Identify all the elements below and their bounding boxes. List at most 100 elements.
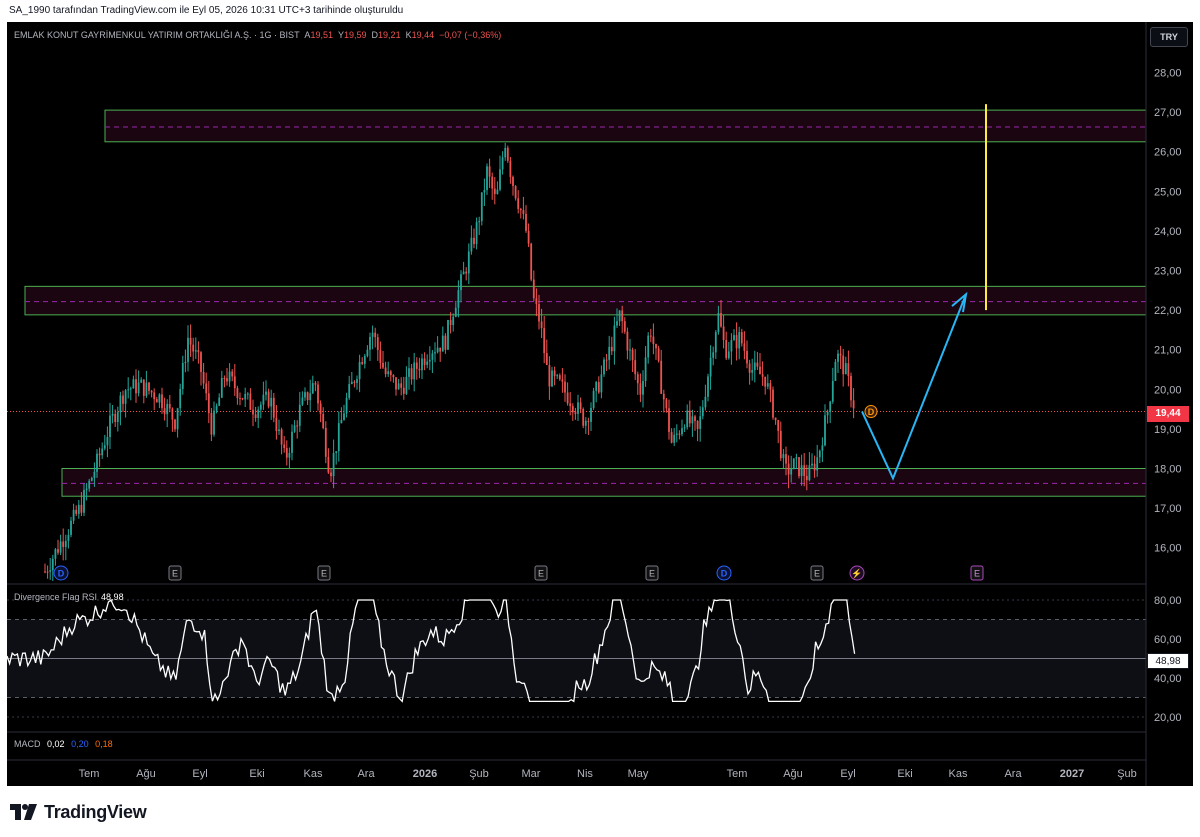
candle-body [454,307,457,317]
candle-body [59,541,62,553]
rsi-tick-label: 40,00 [1154,673,1182,685]
candle-body [655,344,657,349]
candle-body [210,413,213,435]
tradingview-logo[interactable]: TradingView [10,801,147,823]
rsi-tick-label: 80,00 [1154,595,1182,607]
candle-body [491,176,494,189]
candle-body [712,352,715,358]
candle-body [98,453,101,456]
candle-body [686,410,689,428]
earnings-icon [168,565,182,581]
candle-body [291,431,293,453]
attribution-text: SA_1990 tarafından TradingView.com ile E… [9,5,404,16]
candle-body [51,558,54,571]
candle-body [358,362,361,380]
candle-body [527,230,530,244]
price-tick-label: 20,00 [1154,384,1182,396]
candle-body [353,381,356,383]
candle-body [571,406,574,413]
candle-body [309,393,312,401]
candle-body [72,509,75,521]
candle-body [722,326,725,341]
time-tick-label: 2027 [1060,768,1084,780]
earnings-icon-label: E [974,569,980,579]
candle-body [444,335,447,350]
time-tick-label: Eki [897,768,912,780]
candle-body [361,362,364,364]
candle-body [395,377,397,390]
candle-body [727,351,730,359]
candle-body [179,388,182,409]
candle-body [642,381,644,395]
candle-body [80,504,83,513]
candle-body [556,375,559,377]
candle-body [431,353,434,360]
candle-body [584,420,587,426]
candle-body [493,188,496,195]
candle-body [298,404,301,426]
candle-body [514,186,517,199]
candle-body [769,383,772,390]
candle-body [114,413,117,423]
candle-body [618,310,621,322]
candle-body [839,353,842,356]
candle-body [811,463,813,466]
candle-body [413,362,416,380]
candle-body [818,450,821,458]
currency-button[interactable]: TRY [1150,27,1188,47]
candle-body [384,367,387,375]
candle-body [67,534,70,541]
candle-body [735,335,738,349]
earnings-icon [317,565,331,581]
candle-body [787,463,790,475]
candle-body [681,428,683,435]
tradingview-wordmark: TradingView [44,801,147,822]
candle-body [215,405,218,411]
time-tick-label: Eki [249,768,264,780]
candle-body [480,192,483,222]
candle-body [83,489,85,513]
earnings-icon-label: E [649,569,655,579]
candle-body [207,393,210,414]
footer [0,786,1200,837]
candle-body [363,355,366,364]
candle-body [691,416,694,424]
candle-body [166,403,169,415]
candle-body [283,444,286,449]
candle-body [548,365,551,387]
candle-body [683,427,686,429]
time-tick-label: May [628,768,649,780]
candle-body [135,379,137,394]
candle-body [621,310,624,322]
candle-body [717,313,720,333]
candle-body [834,361,837,381]
candle-body [761,374,764,377]
candle-body [171,408,174,420]
candle-body [522,210,525,214]
candle-body [109,415,111,438]
candle-body [579,402,582,410]
candle-body [389,371,392,376]
candle-body [558,375,561,380]
candle-body [496,189,499,195]
candle-body [753,362,756,371]
dividend-icon [53,565,69,581]
candle-body [600,374,603,393]
candle-body [777,420,780,431]
candle-body [249,393,252,410]
candle-body [779,430,782,459]
price-tick-label: 25,00 [1154,186,1182,198]
candle-body [462,271,465,275]
zone-support [61,468,1147,497]
candle-body [259,404,262,410]
candle-body [397,383,400,390]
macd-value-1: 0,02 [47,739,65,749]
candle-body [244,393,247,400]
rsi-tick-label: 20,00 [1154,712,1182,724]
high-value: 19,59 [344,30,367,40]
candle-body [314,383,317,385]
candle-body [720,313,722,327]
candle-body [265,391,267,395]
candle-body [426,361,429,365]
